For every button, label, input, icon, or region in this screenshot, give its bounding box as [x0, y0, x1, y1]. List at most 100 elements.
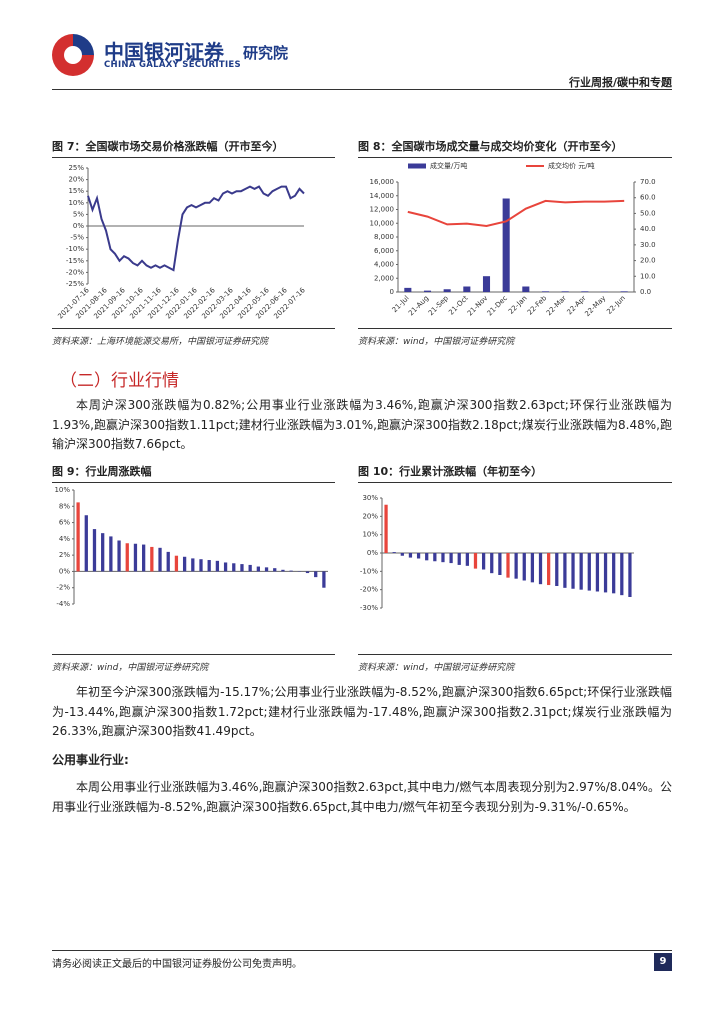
- disclaimer: 请务必阅读正文最后的中国银河证券股份公司免责声明。: [52, 959, 302, 970]
- bar: [392, 552, 396, 553]
- bar: [322, 571, 326, 588]
- y2-tick-label: 60.0: [640, 194, 656, 202]
- y2-tick-label: 40.0: [640, 225, 656, 233]
- y-tick-label: 8,000: [374, 233, 394, 241]
- bar: [522, 553, 526, 581]
- y2-tick-label: 70.0: [640, 178, 656, 186]
- bar: [579, 553, 583, 590]
- y-tick-label: 16,000: [370, 178, 395, 186]
- bar: [563, 553, 567, 588]
- bar: [465, 553, 469, 566]
- section-heading: （二）行业行情: [60, 371, 179, 391]
- chart: 10% 8% 6% 4% 2% 0% -2% -4%: [54, 486, 328, 608]
- chart: 30% 20% 10% 0% -10% -20% -30%: [360, 494, 634, 612]
- legend-swatch: [408, 163, 426, 169]
- bar: [191, 558, 195, 572]
- y-tick-label: 10%: [54, 486, 70, 494]
- x-tick-label: 22-Jun: [605, 294, 627, 316]
- legend-label: 成交量/万吨: [430, 161, 467, 170]
- footer-rule: [52, 950, 672, 951]
- bar: [384, 504, 388, 553]
- y-tick-label: 6,000: [374, 247, 394, 255]
- paragraph: 年初至今沪深300涨跌幅为-15.17%;公用事业行业涨跌幅为-8.52%,跑赢…: [52, 685, 672, 738]
- company-en: CHINA GALAXY SECURITIES: [104, 60, 241, 70]
- bar: [182, 556, 187, 572]
- bar: [305, 571, 310, 574]
- bar: [502, 198, 510, 292]
- report-type: 行业周报/碳中和专题: [568, 76, 672, 89]
- bar: [522, 286, 530, 292]
- bar: [400, 553, 404, 556]
- y-tick-label: -5%: [70, 234, 84, 242]
- bar: [530, 553, 535, 583]
- chart: 25%20%15%10%5%0%-5%-10%-15%-20%-25%2021-…: [56, 164, 307, 321]
- y-tick-label: -30%: [360, 604, 378, 612]
- bar: [248, 564, 252, 572]
- bar: [281, 569, 285, 572]
- y-tick-label: -4%: [56, 600, 70, 608]
- y-tick-label: -25%: [66, 280, 84, 288]
- y-tick-label: 12,000: [370, 206, 395, 214]
- bar: [423, 290, 432, 292]
- bar: [109, 536, 113, 572]
- y-tick-label: 4,000: [374, 261, 394, 269]
- y-tick-label: 14,000: [370, 192, 395, 200]
- y-tick-label: -15%: [66, 257, 84, 265]
- x-tick-label: 21-Aug: [407, 294, 430, 317]
- bar: [408, 553, 413, 558]
- bar: [150, 546, 154, 572]
- y-tick-label: 20%: [68, 176, 84, 184]
- bar: [443, 289, 451, 292]
- logo: [52, 34, 94, 76]
- bar: [561, 291, 569, 292]
- bar: [603, 553, 608, 593]
- bar: [620, 291, 628, 292]
- y-tick-label: 0: [390, 288, 394, 296]
- bar: [84, 515, 88, 572]
- y-tick-label: 2%: [59, 551, 70, 559]
- bar: [92, 529, 97, 572]
- bar: [416, 553, 421, 559]
- y-tick-label: -10%: [66, 245, 84, 253]
- bar: [571, 553, 575, 589]
- figure-title: 图 9：行业周涨跌幅: [52, 463, 335, 483]
- figure-source: 资料来源：wind，中国银河证券研究院: [358, 328, 672, 347]
- y-tick-label: 15%: [68, 187, 84, 195]
- y-tick-label: 30%: [362, 494, 378, 502]
- y-tick-label: 6%: [59, 519, 70, 527]
- x-tick-label: 22-Jan: [507, 294, 529, 316]
- y-tick-label: 0%: [59, 567, 70, 575]
- bar: [441, 553, 445, 563]
- y-tick-label: 0%: [73, 222, 84, 230]
- x-tick-label: 21-Sep: [427, 294, 450, 317]
- institute: 研究院: [243, 44, 289, 62]
- bar: [581, 291, 589, 292]
- bar: [482, 276, 491, 292]
- y2-tick-label: 30.0: [640, 241, 656, 249]
- figure-title: 图 10：行业累计涨跌幅（年初至今）: [358, 463, 672, 483]
- page-number: 9: [654, 953, 672, 971]
- y-tick-label: 25%: [68, 164, 84, 172]
- bar: [463, 286, 471, 292]
- figure-source: 资料来源：wind，中国银河证券研究院: [52, 654, 335, 673]
- line: [407, 199, 625, 228]
- bar: [425, 553, 429, 561]
- y-tick-label: -20%: [360, 586, 378, 594]
- bar: [433, 553, 437, 562]
- x-tick-label: 22-Mar: [545, 294, 568, 317]
- bar: [538, 553, 543, 585]
- y-tick-label: -10%: [360, 567, 378, 575]
- bar: [158, 547, 162, 572]
- bar: [232, 563, 236, 572]
- logo-blue: [73, 34, 94, 55]
- bar: [555, 553, 559, 586]
- bar: [457, 553, 461, 565]
- y-tick-label: 8%: [59, 502, 70, 510]
- x-tick-label: 21-Nov: [466, 294, 489, 317]
- bar: [404, 287, 412, 292]
- y-tick-label: 10,000: [370, 219, 395, 227]
- bar: [223, 562, 228, 572]
- logo-red: [52, 34, 94, 76]
- y-tick-label: -2%: [56, 584, 70, 592]
